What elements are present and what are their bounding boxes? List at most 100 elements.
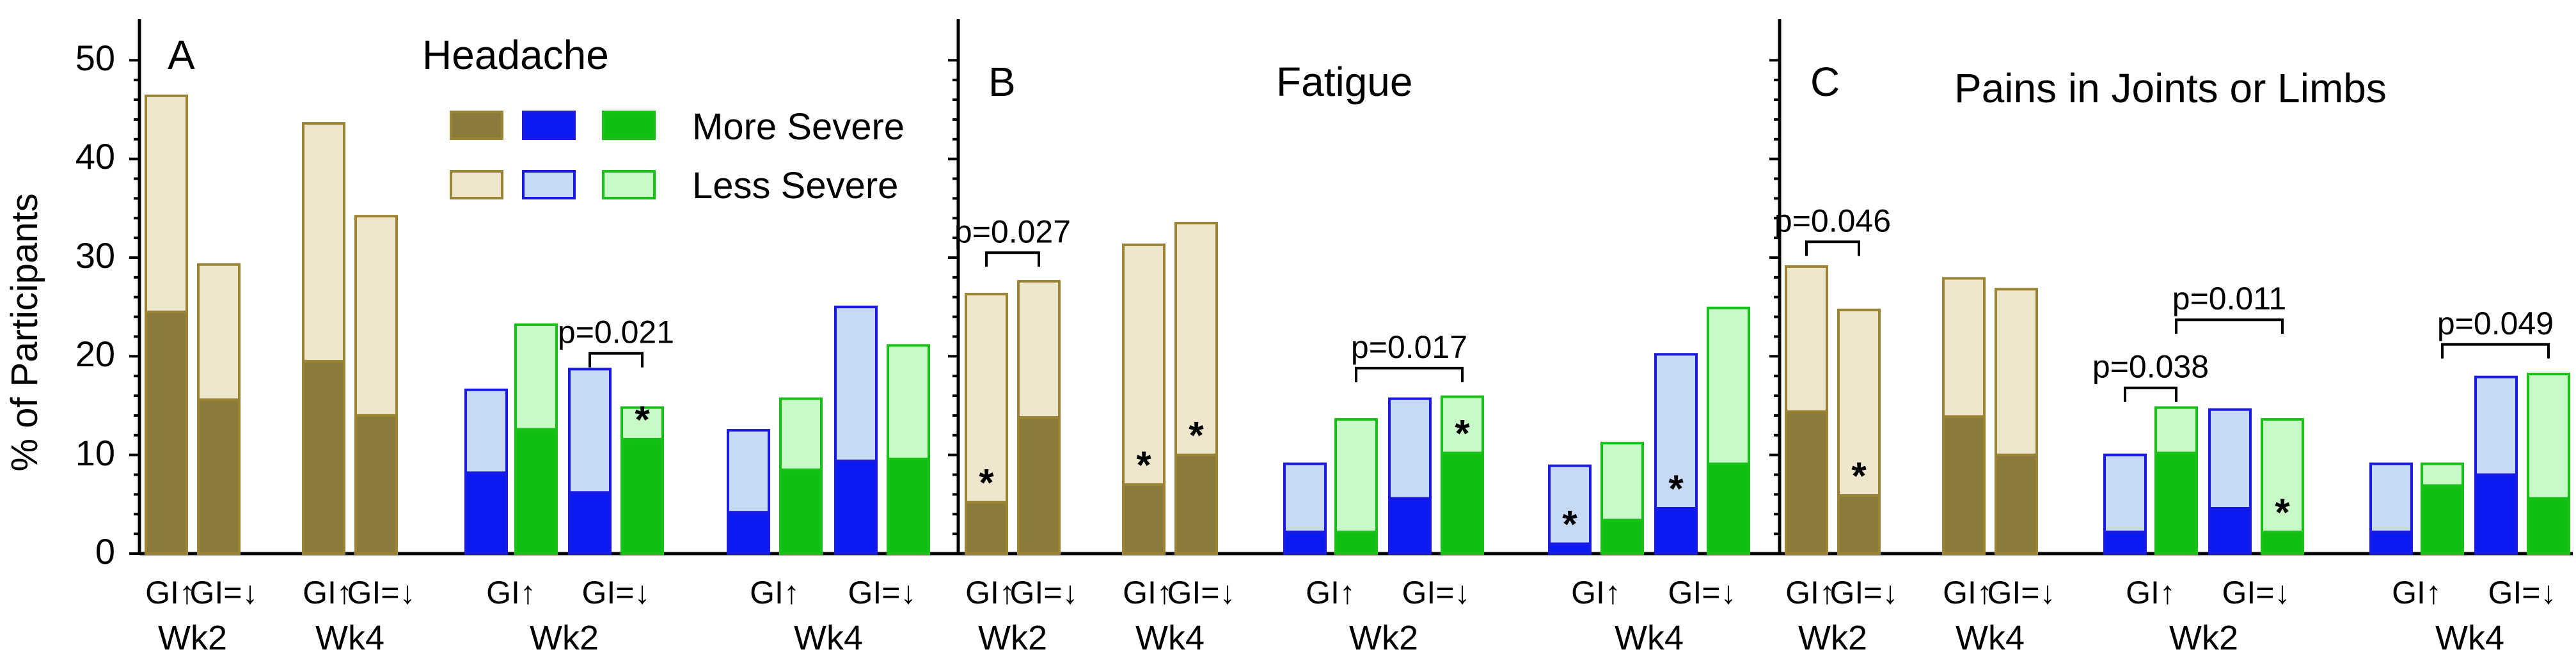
x-group-label: Wk4 (315, 619, 384, 657)
significance-star: * (1136, 444, 1151, 486)
p-value-label: p=0.038 (2092, 349, 2209, 385)
x-tick-label: GI=↓ (848, 575, 917, 610)
x-tick-label: GI↑ (750, 575, 800, 610)
bar-more-severe-a (887, 457, 930, 556)
panel-title-c: Pains in Joints or Limbs (1954, 65, 2387, 111)
bar-more-severe-c (2474, 473, 2518, 556)
y-tick-label: 0 (95, 531, 115, 572)
bar-more-severe-b (1388, 497, 1432, 556)
panel-letter-c: C (1810, 59, 1840, 105)
bar-more-severe-a (145, 310, 188, 555)
legend-swatch-green-dark (602, 111, 656, 140)
p-value-label: p=0.021 (558, 315, 674, 350)
p-value-bracket (2441, 343, 2550, 359)
panel-title-a: Headache (422, 32, 609, 78)
p-value-bracket (1805, 240, 1860, 256)
bar-more-severe-a (197, 398, 241, 555)
p-value-bracket (985, 251, 1040, 267)
bar-more-severe-c (1942, 415, 1986, 555)
panel-letter-a: A (168, 32, 195, 78)
x-tick-label: GI↑ (1306, 575, 1355, 610)
panel-letter-b: B (988, 59, 1016, 105)
bar-more-severe-b (965, 501, 1008, 556)
legend-label-more-severe: More Severe (692, 106, 905, 148)
p-value-label: p=0.049 (2437, 306, 2554, 341)
legend-label-less-severe: Less Severe (692, 165, 898, 206)
x-tick-label: GI=↓ (190, 575, 258, 610)
p-value-bracket (589, 352, 644, 368)
bar-more-severe-c (1995, 453, 2038, 556)
p-value-label: p=0.017 (1351, 329, 1467, 365)
bar-more-severe-c (2154, 451, 2198, 556)
legend: More Severe Less Severe (450, 106, 905, 206)
significance-star: * (1562, 503, 1577, 546)
bar-more-severe-a (302, 360, 345, 555)
x-tick-label: GI↑ (965, 575, 1015, 610)
legend-swatch-green-light (602, 170, 656, 199)
x-tick-label: GI↑ (486, 575, 536, 610)
x-group-label: Wk4 (2435, 619, 2504, 657)
p-value-label: p=0.011 (2172, 281, 2286, 316)
significance-star: * (1189, 414, 1204, 457)
legend-swatch-olive-dark (450, 111, 503, 140)
bar-more-severe-a (834, 459, 878, 556)
x-tick-label: GI↑ (303, 575, 352, 610)
p-value-bracket (2175, 318, 2284, 334)
x-tick-label: GI↑ (1571, 575, 1621, 610)
significance-star: * (635, 398, 650, 441)
bar-more-severe-b (1441, 451, 1484, 556)
x-group-label: Wk2 (1798, 619, 1867, 657)
significance-stars: * * * * * * * * * (635, 398, 2290, 546)
x-tick-label: GI=↓ (347, 575, 416, 610)
bar-more-severe-b (1548, 542, 1592, 556)
x-group-label: Wk2 (158, 619, 227, 657)
x-tick-label: GI↑ (1943, 575, 1993, 610)
x-group-label: Wk2 (530, 619, 599, 657)
p-value-bracket (2124, 386, 2177, 402)
brackets: p=0.021 p=0.027 p=0.017 p=0.046 p=0.038 p=0.0… (558, 203, 2554, 402)
y-tick-label: 40 (75, 136, 115, 176)
y-tick-labels: 0 10 20 30 40 50 (75, 38, 115, 572)
bar-more-severe-a (354, 414, 398, 555)
bar-more-severe-c (2261, 531, 2304, 556)
bar-more-severe-b (1600, 518, 1644, 556)
x-tick-label: GI=↓ (1167, 575, 1236, 610)
x-tick-label: GI↑ (145, 575, 195, 610)
bar-more-severe-a (514, 428, 558, 556)
y-axis-ticks (129, 59, 1780, 555)
x-tick-label: GI↑ (2126, 575, 2176, 610)
p-value-label: p=0.027 (954, 214, 1071, 249)
bar-more-severe-a (464, 471, 508, 556)
x-axis-labels: GI↑GI=↓ GI↑GI=↓ GI↑ GI=↓ GI↑ GI=↓Wk2 Wk4 Wk2 Wk4… (145, 575, 2556, 657)
significance-star: * (979, 462, 994, 504)
bar-more-severe-c (2527, 497, 2570, 556)
bar-more-severe-b (1017, 416, 1061, 555)
bar-more-severe-c (2103, 531, 2147, 556)
legend-swatch-blue-light (522, 170, 576, 199)
x-tick-label: GI=↓ (1987, 575, 2056, 610)
bar-more-severe-c (1837, 494, 1881, 556)
significance-star: * (1668, 467, 1684, 510)
p-value-label: p=0.046 (1774, 203, 1891, 238)
bar-more-severe-b (1283, 531, 1327, 556)
x-tick-label: GI↑ (1123, 575, 1173, 610)
bar-more-severe-b (1334, 531, 1378, 556)
x-tick-label: GI=↓ (1668, 575, 1737, 610)
bar-more-severe-a (727, 511, 770, 556)
x-group-label: Wk2 (978, 619, 1047, 657)
x-tick-label: GI=↓ (582, 575, 651, 610)
x-group-label: Wk4 (1956, 619, 2025, 657)
significance-star: * (2275, 491, 2290, 534)
bar-more-severe-c (2369, 531, 2413, 556)
significance-star: * (1851, 455, 1867, 497)
y-axis-label: % of Participants (4, 193, 45, 471)
x-tick-label: GI↑ (1785, 575, 1835, 610)
x-group-label: Wk4 (1615, 619, 1684, 657)
bar-more-severe-b (1122, 483, 1166, 556)
bar-more-severe-b (1707, 462, 1750, 556)
bar-more-severe-b (1654, 507, 1698, 556)
x-tick-label: GI=↓ (1010, 575, 1079, 610)
x-group-label: Wk4 (794, 619, 863, 657)
x-tick-label: GI=↓ (1830, 575, 1899, 610)
